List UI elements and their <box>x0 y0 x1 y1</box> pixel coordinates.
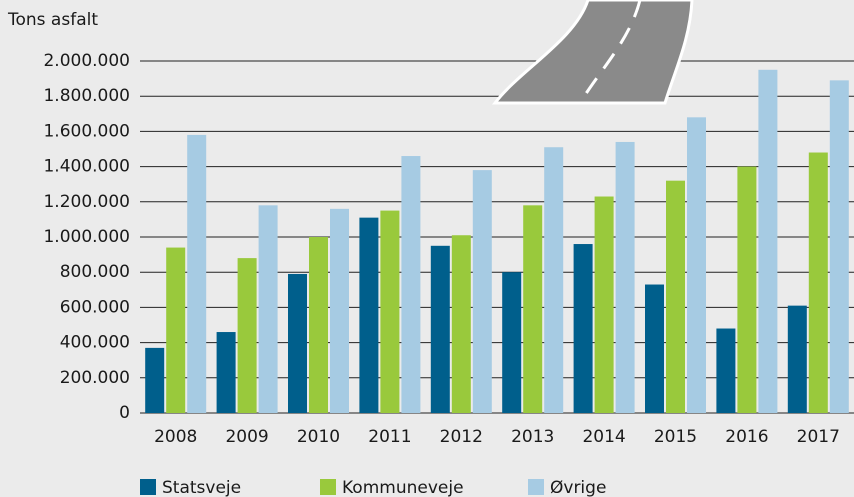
y-tick-label: 2.000.000 <box>43 51 130 71</box>
y-tick-label: 1.200.000 <box>43 192 130 212</box>
legend-label: Statsveje <box>162 478 241 497</box>
x-tick-label: 2008 <box>154 427 197 447</box>
bar <box>666 180 685 413</box>
bar <box>258 205 278 413</box>
bar <box>787 305 807 413</box>
y-tick-label: 1.600.000 <box>43 121 130 141</box>
bar <box>808 152 828 413</box>
bar <box>687 117 706 413</box>
bar <box>187 134 207 414</box>
bar <box>430 245 450 413</box>
x-tick-label: 2016 <box>725 427 768 447</box>
bar <box>145 347 165 413</box>
bar <box>380 210 400 413</box>
legend-label: Kommuneveje <box>342 478 464 497</box>
bar <box>237 258 257 413</box>
legend-swatch <box>528 479 544 495</box>
y-tick-label: 1.000.000 <box>43 227 130 247</box>
bar <box>829 80 849 414</box>
y-tick-label: 600.000 <box>60 297 130 317</box>
x-tick-label: 2013 <box>511 427 554 447</box>
x-tick-label: 2011 <box>368 427 411 447</box>
x-tick-label: 2009 <box>225 427 268 447</box>
bar <box>472 170 492 413</box>
y-tick-label: 200.000 <box>60 368 130 388</box>
legend-swatch <box>320 479 336 495</box>
x-tick-label: 2017 <box>797 427 840 447</box>
x-tick-label: 2012 <box>440 427 483 447</box>
bar <box>615 141 635 413</box>
y-tick-label: 1.800.000 <box>43 86 130 106</box>
x-tick-label: 2014 <box>582 427 625 447</box>
bar <box>716 328 736 413</box>
bar <box>166 247 186 413</box>
bar <box>594 196 614 413</box>
bar <box>502 272 522 413</box>
bar <box>523 205 543 413</box>
y-tick-label: 1.400.000 <box>43 157 130 177</box>
bar <box>544 147 564 414</box>
y-tick-label: 400.000 <box>60 333 130 353</box>
bar <box>737 166 757 413</box>
x-tick-label: 2015 <box>654 427 697 447</box>
road-decoration <box>491 0 694 105</box>
bar <box>359 217 379 413</box>
y-axis-title: Tons asfalt <box>7 10 98 30</box>
bar <box>309 237 328 413</box>
bar <box>288 273 307 413</box>
y-tick-label: 0 <box>119 403 130 423</box>
x-tick-label: 2010 <box>297 427 340 447</box>
legend-label: Øvrige <box>550 478 606 497</box>
bar <box>573 244 593 413</box>
y-tick-label: 800.000 <box>60 262 130 282</box>
bar <box>758 69 778 414</box>
bar <box>645 284 664 413</box>
bar <box>401 156 421 414</box>
bar <box>216 332 236 413</box>
bar <box>451 235 471 413</box>
bar <box>330 208 349 413</box>
legend-swatch <box>140 479 156 495</box>
